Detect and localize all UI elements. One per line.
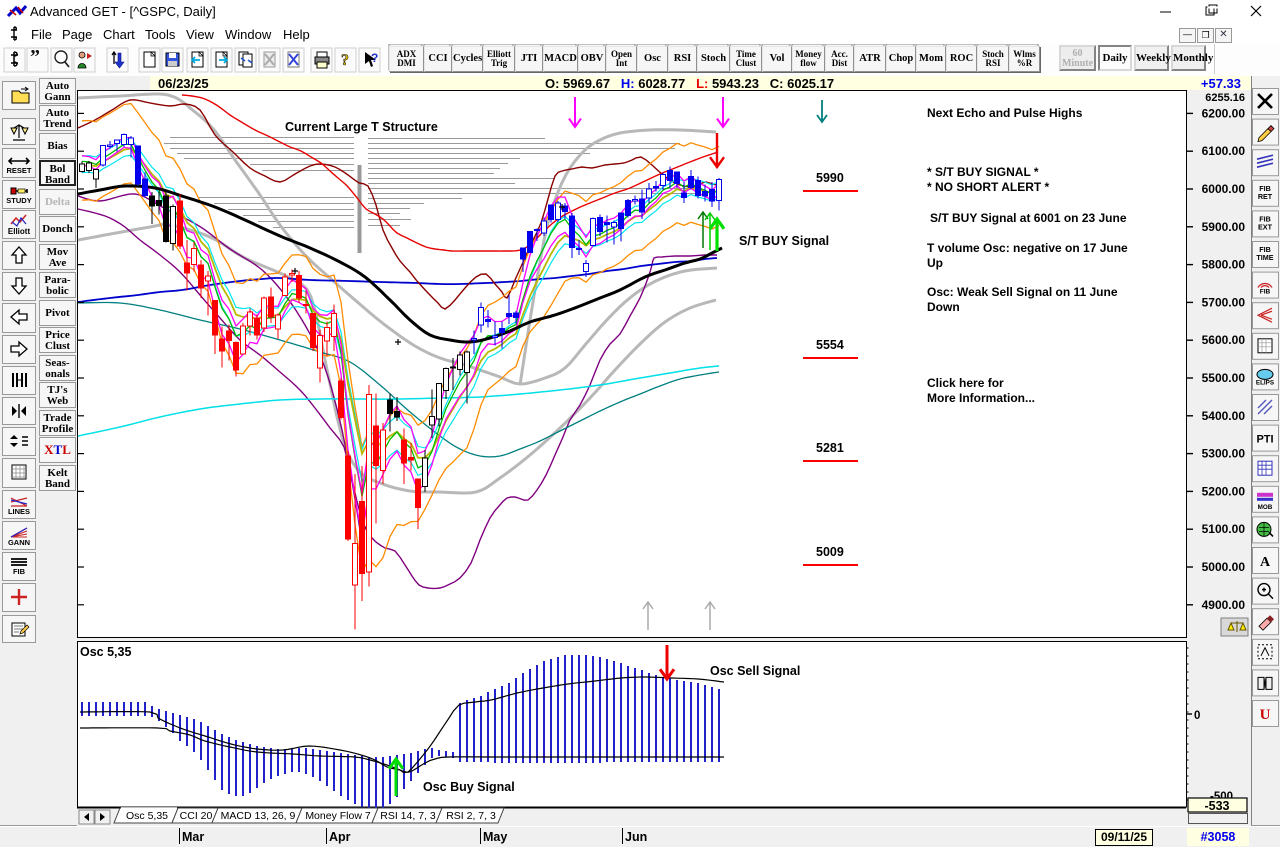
svg-text:Osc 5,35: Osc 5,35 [126, 810, 168, 822]
svg-text:Click here for: Click here for [927, 376, 1004, 390]
svg-text:5990: 5990 [816, 171, 844, 185]
svg-text:Osc Sell Signal: Osc Sell Signal [710, 664, 800, 678]
svg-text:5281: 5281 [816, 441, 844, 455]
svg-text:ELIPS: ELIPS [1256, 379, 1274, 386]
svg-text:CCI 20: CCI 20 [180, 810, 213, 822]
svg-text:S/T BUY Signal: S/T BUY Signal [739, 234, 829, 248]
svg-text:5100.00: 5100.00 [1202, 522, 1246, 536]
svg-text:?: ? [371, 51, 378, 65]
svg-text:Down: Down [927, 300, 960, 314]
svg-text:5554: 5554 [816, 338, 844, 352]
svg-text:LINES: LINES [8, 507, 30, 516]
svg-text:Advanced GET - [^GSPC, Daily]: Advanced GET - [^GSPC, Daily] [30, 4, 216, 19]
svg-text:4900.00: 4900.00 [1202, 598, 1246, 612]
svg-text:5300.00: 5300.00 [1202, 447, 1246, 461]
svg-text:MOB: MOB [1258, 504, 1273, 511]
svg-text:Next Echo and Pulse Highs: Next Echo and Pulse Highs [927, 106, 1083, 120]
svg-text:5400.00: 5400.00 [1202, 409, 1246, 423]
svg-text:EXT: EXT [1258, 222, 1273, 231]
svg-text:FIB: FIB [1260, 289, 1271, 296]
svg-text:0: 0 [1194, 710, 1200, 722]
svg-text:5800.00: 5800.00 [1202, 258, 1246, 272]
svg-text:RET: RET [1258, 192, 1273, 201]
svg-text:FIB: FIB [13, 567, 26, 576]
svg-text:5900.00: 5900.00 [1202, 220, 1246, 234]
svg-text:Osc: Weak Sell Signal on 11 Ju: Osc: Weak Sell Signal on 11 June [927, 285, 1118, 299]
svg-text:TIME: TIME [1256, 253, 1273, 262]
svg-text:FIB: FIB [1259, 245, 1271, 254]
svg-text:STUDY: STUDY [6, 196, 31, 205]
svg-text:5700.00: 5700.00 [1202, 295, 1246, 309]
svg-text:RSI 2, 7, 3: RSI 2, 7, 3 [446, 810, 496, 822]
svg-text:FIB: FIB [1259, 184, 1271, 193]
svg-text:6100.00: 6100.00 [1202, 144, 1246, 158]
svg-text:-533: -533 [1204, 799, 1229, 813]
svg-text:5500.00: 5500.00 [1202, 371, 1246, 385]
svg-text:S/T BUY Signal at 6001 on 23 J: S/T BUY Signal at 6001 on 23 June [930, 211, 1127, 225]
svg-text:”: ” [30, 46, 40, 68]
svg-text:6255.16: 6255.16 [1205, 92, 1245, 104]
svg-text:Osc Buy Signal: Osc Buy Signal [423, 780, 515, 794]
svg-text:Elliott: Elliott [8, 227, 31, 236]
svg-text:RSI 14, 7, 3: RSI 14, 7, 3 [380, 810, 436, 822]
svg-text:6200.00: 6200.00 [1202, 106, 1246, 120]
svg-text:RESET: RESET [6, 166, 31, 175]
svg-text:* S/T BUY SIGNAL *: * S/T BUY SIGNAL * [927, 165, 1039, 179]
svg-text:?: ? [341, 52, 349, 69]
svg-text:MACD 13, 26, 9: MACD 13, 26, 9 [221, 810, 296, 822]
svg-text:Current Large T Structure: Current Large T Structure [285, 120, 438, 134]
svg-text:More Information...: More Information... [927, 391, 1035, 405]
svg-text:A: A [1260, 555, 1271, 570]
svg-text:5600.00: 5600.00 [1202, 333, 1246, 347]
svg-text:Money Flow 7: Money Flow 7 [305, 810, 371, 822]
svg-text:T volume Osc: negative on 17 J: T volume Osc: negative on 17 June [927, 241, 1128, 255]
svg-text:FIB: FIB [1259, 214, 1271, 223]
svg-text:5009: 5009 [816, 545, 844, 559]
svg-text:U: U [1260, 707, 1271, 723]
svg-text:Osc 5,35: Osc 5,35 [80, 645, 131, 659]
svg-text:Up: Up [927, 256, 943, 270]
svg-text:5200.00: 5200.00 [1202, 484, 1246, 498]
svg-text:* NO SHORT ALERT *: * NO SHORT ALERT * [927, 180, 1050, 194]
svg-text:PTI: PTI [1256, 434, 1273, 446]
svg-text:5000.00: 5000.00 [1202, 560, 1246, 574]
svg-text:GANN: GANN [8, 538, 30, 547]
svg-text:6000.00: 6000.00 [1202, 182, 1246, 196]
